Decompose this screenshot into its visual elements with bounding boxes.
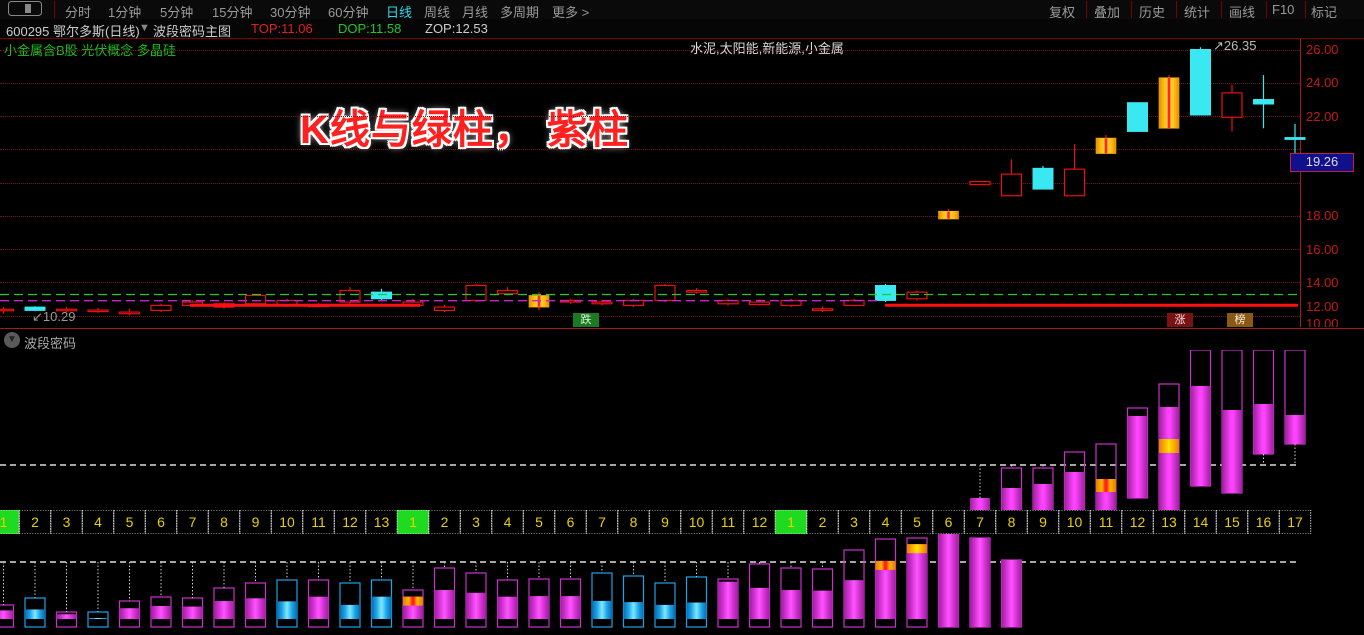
svg-text:3: 3 [850,514,858,530]
svg-text:11: 11 [721,514,736,530]
svg-text:3: 3 [472,514,480,530]
svg-text:10: 10 [689,514,705,530]
svg-text:2: 2 [441,514,449,530]
svg-text:7: 7 [598,514,606,530]
svg-text:15: 15 [1224,514,1240,530]
svg-text:12: 12 [1130,514,1146,530]
svg-text:12: 12 [752,514,768,530]
svg-text:13: 13 [1161,514,1177,530]
svg-text:11: 11 [311,514,326,530]
svg-text:10: 10 [279,514,295,530]
svg-text:4: 4 [504,514,512,530]
svg-text:4: 4 [882,514,890,530]
svg-text:2: 2 [819,514,827,530]
svg-text:9: 9 [661,514,669,530]
svg-text:1: 1 [787,514,795,530]
svg-text:9: 9 [1039,514,1047,530]
svg-text:13: 13 [374,514,390,530]
svg-text:9: 9 [252,514,260,530]
svg-text:7: 7 [976,514,984,530]
svg-text:17: 17 [1287,514,1303,530]
svg-text:12: 12 [342,514,358,530]
svg-text:3: 3 [63,514,71,530]
svg-text:1: 1 [0,514,8,530]
svg-text:8: 8 [220,514,228,530]
svg-text:6: 6 [157,514,165,530]
svg-text:2: 2 [31,514,39,530]
svg-text:4: 4 [94,514,102,530]
svg-text:16: 16 [1256,514,1272,530]
svg-text:10: 10 [1067,514,1083,530]
svg-text:11: 11 [1099,514,1114,530]
svg-text:6: 6 [945,514,953,530]
svg-text:8: 8 [1008,514,1016,530]
svg-text:14: 14 [1193,514,1209,530]
svg-text:5: 5 [126,514,134,530]
svg-text:1: 1 [409,514,417,530]
svg-text:6: 6 [567,514,575,530]
svg-text:7: 7 [189,514,197,530]
svg-text:8: 8 [630,514,638,530]
svg-text:5: 5 [535,514,543,530]
svg-text:5: 5 [913,514,921,530]
